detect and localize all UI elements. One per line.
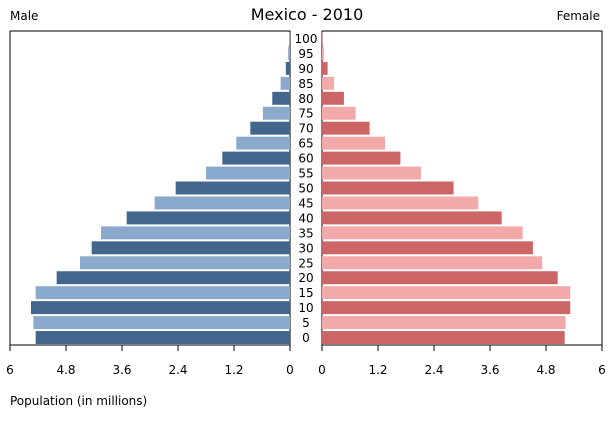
male-bar-70 — [250, 121, 290, 135]
age-label-25: 25 — [298, 256, 313, 270]
female-bar-60 — [322, 151, 401, 165]
female-x-axis: 0 1.2 2.4 3.6 4.8 6 — [318, 345, 606, 377]
female-tick-label-1: 1.2 — [368, 363, 387, 377]
female-bar-95 — [322, 46, 324, 60]
age-label-20: 20 — [298, 271, 313, 285]
male-bar-35 — [101, 226, 290, 240]
female-bar-20 — [322, 271, 558, 285]
male-tick-label-4: 4.8 — [56, 363, 75, 377]
female-bar-10 — [322, 301, 571, 315]
chart-title: Mexico - 2010 — [251, 5, 364, 24]
male-bar-45 — [154, 196, 290, 210]
female-bar-25 — [322, 256, 543, 270]
male-bar-50 — [175, 181, 290, 195]
age-labels-group: 0510152025303540455055606570758085909510… — [295, 32, 318, 345]
male-bar-85 — [280, 76, 290, 90]
age-label-75: 75 — [298, 107, 313, 121]
male-bar-80 — [272, 91, 290, 105]
age-label-65: 65 — [298, 137, 313, 151]
male-bar-60 — [222, 151, 290, 165]
age-label-40: 40 — [298, 211, 313, 225]
female-bar-0 — [322, 331, 565, 344]
male-bar-10 — [31, 301, 290, 315]
age-label-100: 100 — [295, 32, 318, 46]
age-label-35: 35 — [298, 226, 313, 240]
male-label: Male — [10, 9, 38, 23]
female-bar-75 — [322, 106, 356, 120]
male-bar-20 — [56, 271, 290, 285]
male-bar-25 — [80, 256, 290, 270]
female-bar-90 — [322, 61, 328, 75]
age-label-85: 85 — [298, 77, 313, 91]
male-bar-90 — [285, 61, 290, 75]
female-bar-85 — [322, 76, 335, 90]
age-label-15: 15 — [298, 286, 313, 300]
male-tick-label-0: 0 — [286, 363, 294, 377]
male-tick-label-1: 1.2 — [224, 363, 243, 377]
female-bar-15 — [322, 286, 571, 300]
male-bar-65 — [236, 136, 290, 150]
age-label-50: 50 — [298, 182, 313, 196]
male-bar-15 — [35, 286, 290, 300]
male-bar-30 — [91, 241, 290, 255]
male-bar-95 — [288, 46, 290, 60]
x-axis-label: Population (in millions) — [10, 394, 147, 408]
female-bar-35 — [322, 226, 523, 240]
male-bar-5 — [33, 316, 290, 330]
age-label-5: 5 — [302, 316, 310, 330]
age-label-0: 0 — [302, 331, 310, 345]
age-label-70: 70 — [298, 122, 313, 136]
male-bar-55 — [206, 166, 290, 180]
female-bar-40 — [322, 211, 502, 225]
female-label: Female — [557, 9, 600, 23]
male-bar-75 — [262, 106, 290, 120]
age-label-30: 30 — [298, 241, 313, 255]
age-label-10: 10 — [298, 301, 313, 315]
female-bar-50 — [322, 181, 454, 195]
age-label-90: 90 — [298, 62, 313, 76]
female-bars-group — [322, 32, 571, 344]
female-bar-30 — [322, 241, 533, 255]
female-tick-label-4: 4.8 — [536, 363, 555, 377]
age-label-80: 80 — [298, 92, 313, 106]
female-bar-55 — [322, 166, 421, 180]
female-bar-5 — [322, 316, 566, 330]
male-tick-label-2: 2.4 — [168, 363, 187, 377]
female-tick-label-2: 2.4 — [424, 363, 443, 377]
male-bar-0 — [35, 331, 290, 344]
female-bar-45 — [322, 196, 479, 210]
male-x-axis: 0 1.2 2.4 3.6 4.8 6 — [6, 345, 294, 377]
age-label-95: 95 — [298, 47, 313, 61]
female-bar-70 — [322, 121, 370, 135]
female-bar-80 — [322, 91, 344, 105]
male-tick-label-5: 6 — [6, 363, 14, 377]
male-bars-group — [31, 32, 290, 344]
female-tick-label-5: 6 — [598, 363, 606, 377]
female-bar-65 — [322, 136, 385, 150]
female-tick-label-3: 3.6 — [480, 363, 499, 377]
age-label-60: 60 — [298, 152, 313, 166]
age-label-55: 55 — [298, 167, 313, 181]
male-tick-label-3: 3.6 — [112, 363, 131, 377]
age-label-45: 45 — [298, 196, 313, 210]
male-bar-40 — [126, 211, 290, 225]
female-tick-label-0: 0 — [318, 363, 326, 377]
